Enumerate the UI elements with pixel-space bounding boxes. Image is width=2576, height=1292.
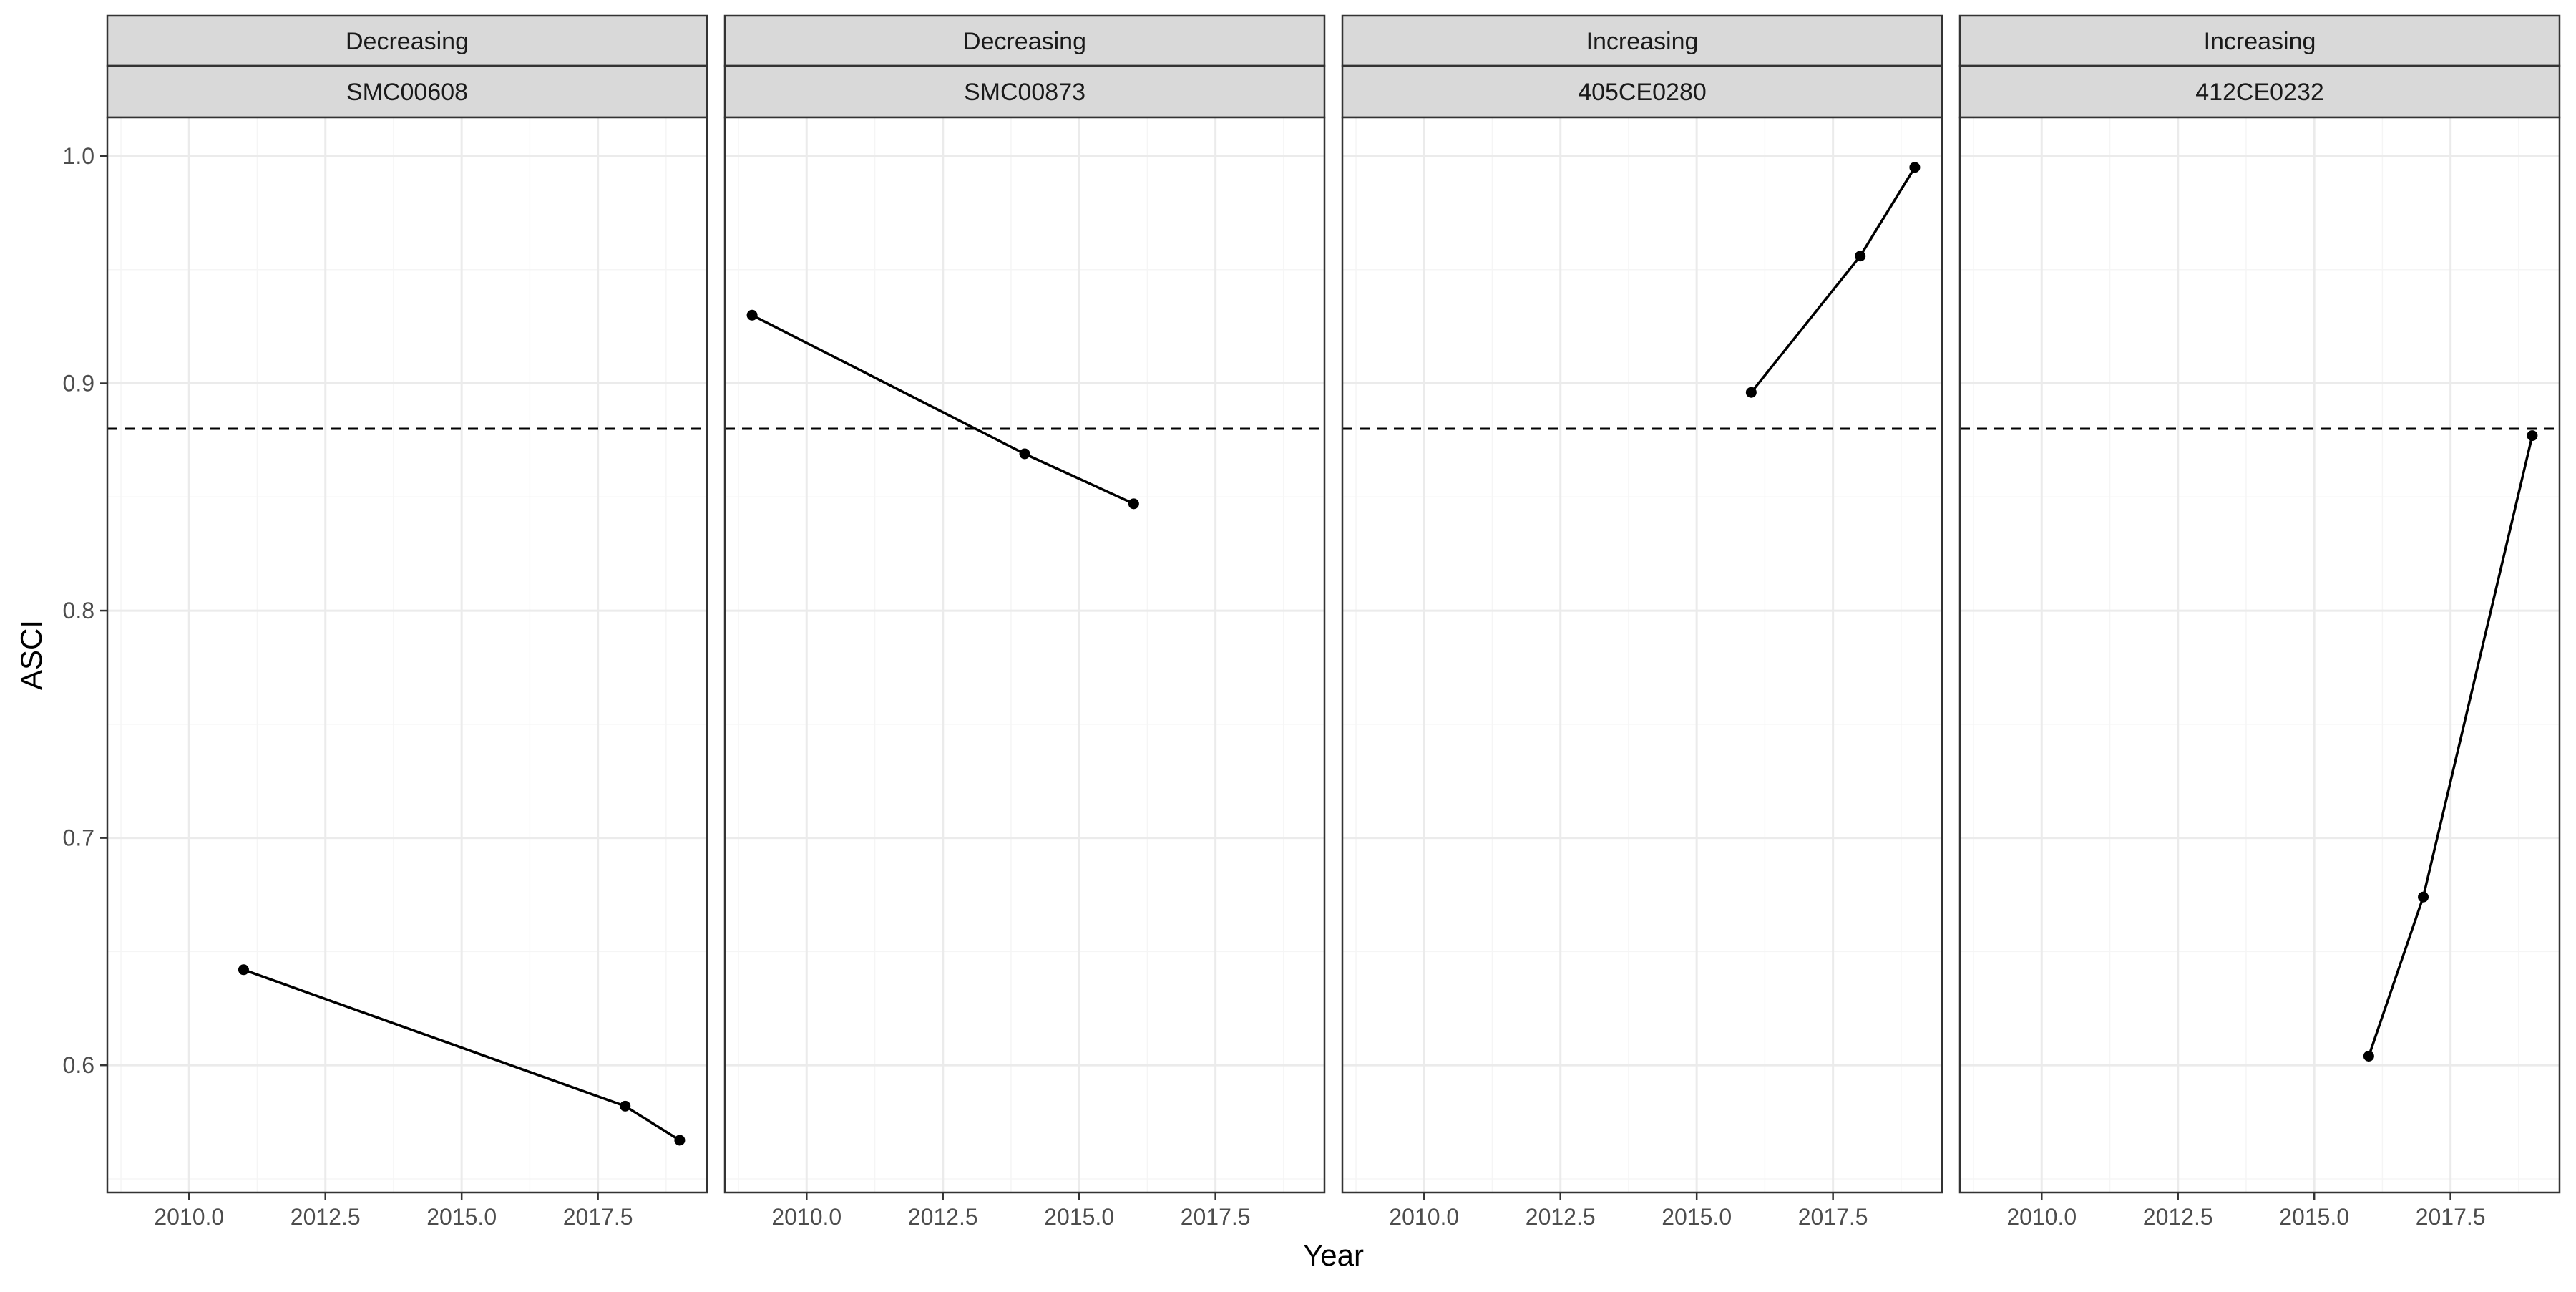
data-point <box>1909 162 1921 173</box>
x-tick-label: 2017.5 <box>1798 1204 1868 1230</box>
data-point <box>2363 1050 2374 1062</box>
data-point <box>1019 448 1030 460</box>
x-axis-title: Year <box>1303 1238 1364 1272</box>
x-tick-label: 2015.0 <box>1662 1204 1732 1230</box>
strip-trend-label: Increasing <box>2204 28 2316 55</box>
data-point <box>2527 430 2538 442</box>
panel-background <box>725 117 1324 1193</box>
strip-site-box <box>1341 64 1943 119</box>
x-tick-label: 2015.0 <box>1044 1204 1114 1230</box>
strip-site-label: 412CE0232 <box>2195 79 2324 106</box>
strip-site-box <box>1958 64 2561 119</box>
x-tick-label: 2010.0 <box>771 1204 841 1230</box>
facet-panel-2: Decreasing SMC00873 2010.0 2012.5 2015.0 2017… <box>723 14 1326 1230</box>
strip-trend-box <box>106 14 708 67</box>
x-tick-label: 2017.5 <box>2416 1204 2486 1230</box>
y-tick-label: 0.6 <box>63 1052 94 1078</box>
x-tick-label: 2010.0 <box>2006 1204 2077 1230</box>
panel-background <box>1960 117 2560 1193</box>
y-axis-title: ASCI <box>14 620 48 690</box>
data-point <box>1855 251 1866 262</box>
facet-panel-3: Increasing 405CE0280 2010.0 2012.5 2015.0 201… <box>1341 14 1943 1230</box>
data-point <box>746 309 758 321</box>
strip-site-box <box>723 64 1326 119</box>
y-tick-label: 0.8 <box>63 598 94 623</box>
x-tick-label: 2010.0 <box>1389 1204 1459 1230</box>
strip-trend-label: Decreasing <box>346 28 469 55</box>
x-tick-label: 2017.5 <box>563 1204 633 1230</box>
y-tick-label: 0.9 <box>63 371 94 397</box>
data-point <box>620 1100 631 1112</box>
strip-trend-label: Decreasing <box>963 28 1086 55</box>
panel-border <box>106 116 708 1194</box>
strip-trend-box <box>1341 14 1943 67</box>
x-tick-label: 2017.5 <box>1181 1204 1251 1230</box>
strip-trend-label: Increasing <box>1586 28 1699 55</box>
strip-site-label: SMC00873 <box>964 79 1085 106</box>
x-tick-label: 2015.0 <box>2279 1204 2349 1230</box>
strip-site-label: 405CE0280 <box>1578 79 1707 106</box>
panel-background <box>1342 117 1942 1193</box>
data-point <box>1128 498 1139 510</box>
y-tick-label: 1.0 <box>63 143 94 169</box>
data-point <box>238 964 249 976</box>
x-tick-label: 2012.5 <box>291 1204 361 1230</box>
panel-border <box>1958 116 2561 1194</box>
data-point <box>1745 387 1757 398</box>
x-tick-label: 2010.0 <box>154 1204 224 1230</box>
panel-background <box>107 117 707 1193</box>
facet-panel-4: Increasing 412CE0232 2010.0 2012.5 2015.0 201… <box>1958 14 2561 1230</box>
panel-border <box>723 116 1326 1194</box>
y-tick-label: 0.7 <box>63 825 94 851</box>
facet-panel-1: Decreasing SMC00608 2010.0 2012.5 2015.0 2017… <box>106 14 708 1230</box>
strip-site-box <box>106 64 708 119</box>
x-tick-label: 2012.5 <box>908 1204 978 1230</box>
data-point <box>2418 891 2429 903</box>
x-tick-label: 2012.5 <box>1526 1204 1596 1230</box>
data-point <box>674 1135 686 1146</box>
x-tick-label: 2012.5 <box>2143 1204 2213 1230</box>
strip-site-label: SMC00608 <box>346 79 468 106</box>
strip-trend-box <box>1958 14 2561 67</box>
x-tick-label: 2015.0 <box>426 1204 497 1230</box>
panel-border <box>1341 116 1943 1194</box>
